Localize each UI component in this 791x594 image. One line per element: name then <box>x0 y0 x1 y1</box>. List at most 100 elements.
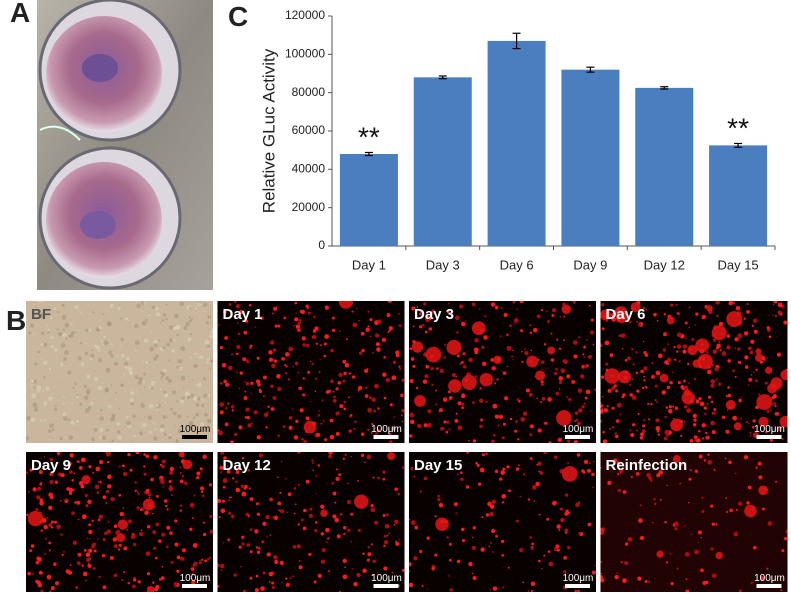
cell <box>523 348 526 350</box>
cell <box>367 407 373 413</box>
cell <box>374 427 377 429</box>
cell <box>233 432 238 437</box>
cell <box>460 361 464 364</box>
cell <box>99 459 104 465</box>
cell <box>258 453 264 458</box>
cell <box>320 532 325 536</box>
texture <box>141 422 147 428</box>
cell <box>335 387 339 391</box>
cell <box>61 553 64 556</box>
cell <box>460 321 466 327</box>
cell <box>472 526 476 530</box>
cell <box>667 343 670 346</box>
cell <box>600 466 602 470</box>
texture <box>86 374 90 379</box>
cell <box>648 418 651 421</box>
cell <box>137 492 140 496</box>
cell <box>715 301 720 305</box>
texture <box>80 362 85 367</box>
cell <box>680 434 683 437</box>
cell <box>757 461 762 466</box>
cell <box>270 384 274 389</box>
cell <box>460 320 462 323</box>
cell <box>335 431 340 436</box>
cell <box>370 335 372 337</box>
cell <box>711 522 715 526</box>
cell <box>409 518 411 521</box>
texture <box>70 420 75 425</box>
cell <box>76 500 81 505</box>
cell <box>225 382 230 387</box>
cell <box>389 403 393 407</box>
cell <box>152 581 155 584</box>
cell <box>425 317 430 323</box>
cell-cluster <box>604 368 620 384</box>
cell <box>644 353 649 357</box>
cell <box>685 337 687 340</box>
cell <box>648 580 651 583</box>
cell <box>677 312 680 315</box>
cell <box>314 326 319 331</box>
cell <box>688 306 691 309</box>
cell <box>703 369 705 371</box>
cell-cluster <box>182 459 193 470</box>
cell <box>367 310 370 313</box>
cell <box>384 523 390 529</box>
texture <box>62 395 65 398</box>
texture <box>195 428 198 432</box>
cell <box>370 432 373 434</box>
cell <box>326 541 328 544</box>
cell <box>222 485 226 489</box>
texture <box>93 376 99 382</box>
cell <box>84 494 88 498</box>
cell <box>563 556 567 560</box>
cell <box>96 491 99 494</box>
cell <box>673 358 677 361</box>
cell <box>500 539 505 544</box>
cell <box>664 360 669 365</box>
cell <box>397 492 401 496</box>
cell <box>678 360 681 363</box>
cell <box>689 439 694 443</box>
cell <box>324 438 328 442</box>
cell <box>537 461 542 466</box>
cell <box>284 477 287 480</box>
cell <box>367 546 370 549</box>
cell <box>374 520 379 525</box>
cell <box>693 418 697 422</box>
cell <box>323 354 327 358</box>
cell <box>693 435 698 439</box>
texture <box>57 331 63 337</box>
texture <box>182 395 184 397</box>
cell <box>621 348 624 350</box>
cell <box>425 465 428 467</box>
cell <box>342 558 347 563</box>
cell <box>325 527 330 533</box>
cell <box>424 330 428 334</box>
texture <box>30 323 35 328</box>
cell <box>48 505 53 510</box>
cell <box>529 331 533 335</box>
cell <box>772 402 776 406</box>
texture <box>125 415 129 419</box>
cell <box>239 371 243 375</box>
cell <box>259 316 264 321</box>
cell <box>440 426 444 431</box>
cell <box>559 507 563 511</box>
cell <box>160 576 165 580</box>
cell <box>373 383 379 389</box>
cell <box>559 315 562 318</box>
cell <box>728 460 732 465</box>
texture <box>40 342 44 347</box>
cell <box>684 321 688 325</box>
texture <box>152 422 155 425</box>
cell <box>558 529 561 531</box>
texture <box>195 412 199 417</box>
texture <box>84 341 86 343</box>
bar <box>339 154 398 246</box>
cell <box>591 472 595 477</box>
cell <box>247 515 250 518</box>
cell <box>309 507 313 511</box>
cell <box>388 326 393 331</box>
